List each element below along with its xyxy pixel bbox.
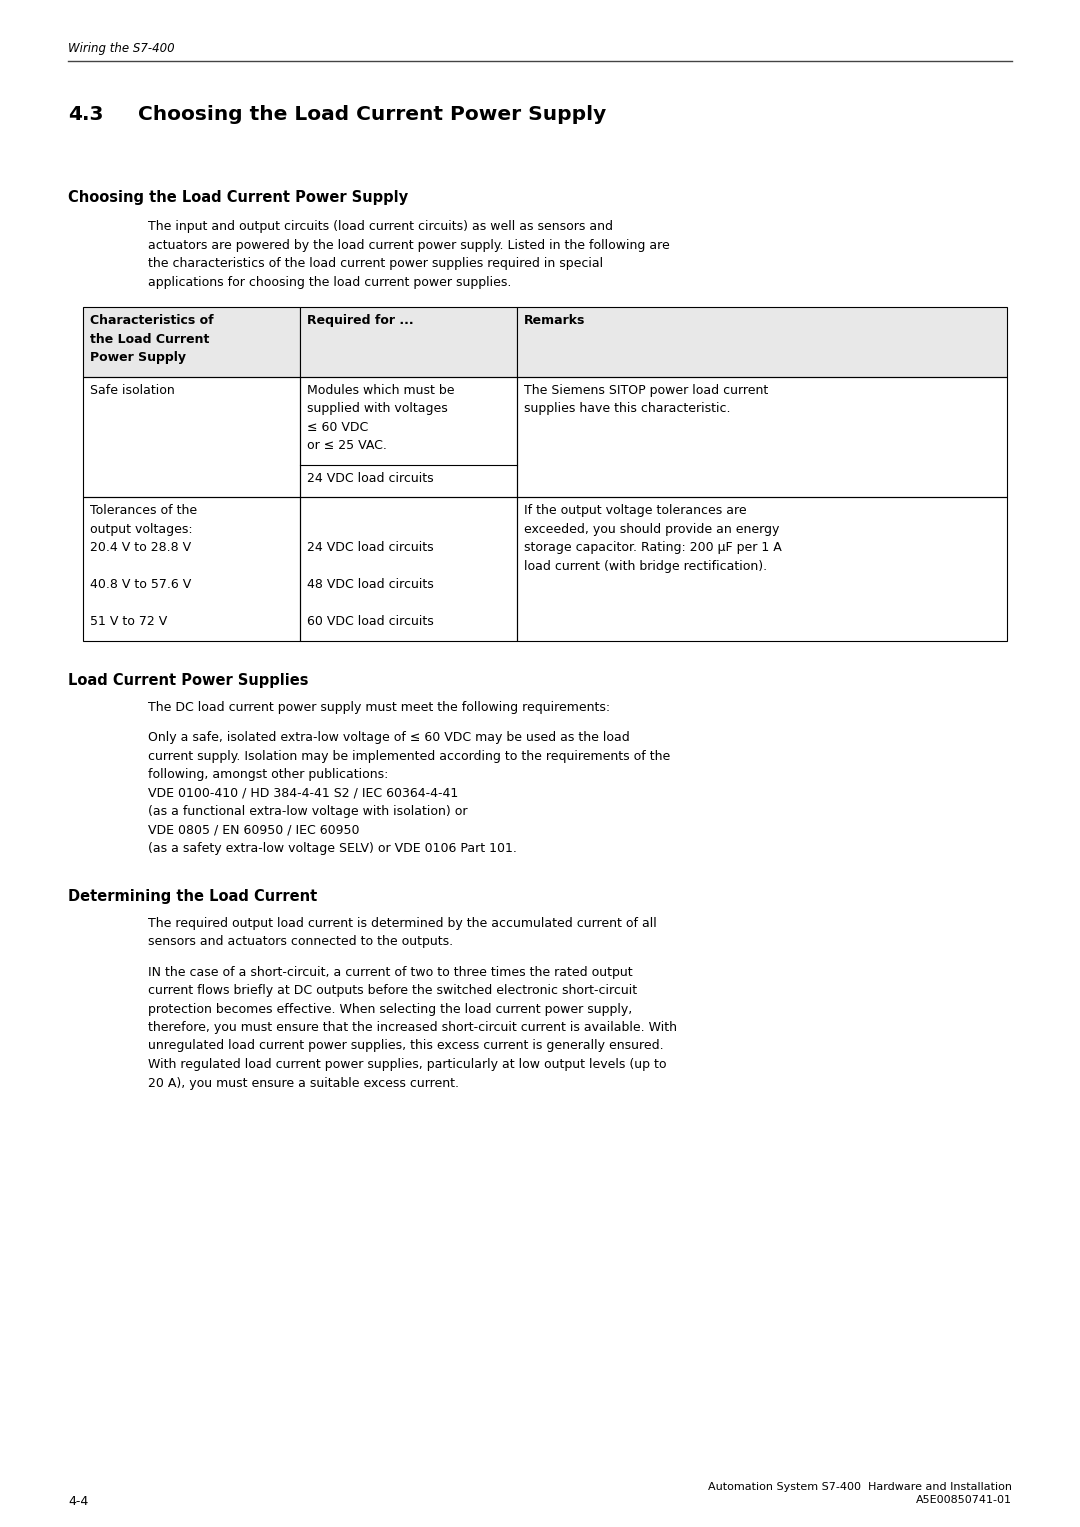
Text: Safe isolation: Safe isolation (90, 383, 175, 397)
Text: output voltages:: output voltages: (90, 522, 192, 536)
Bar (300, 496, 517, 640)
Text: VDE 0805 / EN 60950 / IEC 60950: VDE 0805 / EN 60950 / IEC 60950 (148, 823, 360, 837)
Text: With regulated load current power supplies, particularly at low output levels (u: With regulated load current power suppli… (148, 1058, 666, 1070)
Text: If the output voltage tolerances are: If the output voltage tolerances are (524, 504, 747, 518)
Text: The required output load current is determined by the accumulated current of all: The required output load current is dete… (148, 916, 657, 930)
Text: Automation System S7-400  Hardware and Installation: Automation System S7-400 Hardware and In… (708, 1483, 1012, 1492)
Text: (as a safety extra-low voltage SELV) or VDE 0106 Part 101.: (as a safety extra-low voltage SELV) or … (148, 841, 517, 855)
Text: 24 VDC load circuits: 24 VDC load circuits (307, 472, 434, 484)
Text: Load Current Power Supplies: Load Current Power Supplies (68, 672, 309, 687)
Text: Determining the Load Current: Determining the Load Current (68, 889, 318, 904)
Text: protection becomes effective. When selecting the load current power supply,: protection becomes effective. When selec… (148, 1003, 632, 1015)
Text: the characteristics of the load current power supplies required in special: the characteristics of the load current … (148, 257, 603, 270)
Text: sensors and actuators connected to the outputs.: sensors and actuators connected to the o… (148, 935, 454, 948)
Text: supplies have this characteristic.: supplies have this characteristic. (524, 402, 731, 415)
Text: VDE 0100-410 / HD 384-4-41 S2 / IEC 60364-4-41: VDE 0100-410 / HD 384-4-41 S2 / IEC 6036… (148, 786, 458, 800)
Text: following, amongst other publications:: following, amongst other publications: (148, 768, 389, 780)
Text: 60 VDC load circuits: 60 VDC load circuits (307, 615, 434, 628)
Text: Power Supply: Power Supply (90, 351, 186, 363)
Text: Modules which must be: Modules which must be (307, 383, 455, 397)
Text: applications for choosing the load current power supplies.: applications for choosing the load curre… (148, 275, 511, 289)
Bar (83, 307, 300, 377)
Text: 51 V to 72 V: 51 V to 72 V (90, 615, 167, 628)
Bar (517, 496, 1007, 640)
Text: exceeded, you should provide an energy: exceeded, you should provide an energy (524, 522, 780, 536)
Text: A5E00850741-01: A5E00850741-01 (916, 1495, 1012, 1506)
Text: Choosing the Load Current Power Supply: Choosing the Load Current Power Supply (68, 189, 408, 205)
Text: 24 VDC load circuits: 24 VDC load circuits (307, 541, 434, 554)
Text: or ≤ 25 VAC.: or ≤ 25 VAC. (307, 438, 387, 452)
Text: The Siemens SITOP power load current: The Siemens SITOP power load current (524, 383, 769, 397)
Text: storage capacitor. Rating: 200 μF per 1 A: storage capacitor. Rating: 200 μF per 1 … (524, 541, 782, 554)
Text: supplied with voltages: supplied with voltages (307, 402, 448, 415)
Text: Tolerances of the: Tolerances of the (90, 504, 198, 518)
Text: 48 VDC load circuits: 48 VDC load circuits (307, 579, 434, 591)
Text: 4.3: 4.3 (68, 105, 104, 124)
Text: Remarks: Remarks (524, 315, 585, 327)
Text: current supply. Isolation may be implemented according to the requirements of th: current supply. Isolation may be impleme… (148, 750, 671, 762)
Text: 20.4 V to 28.8 V: 20.4 V to 28.8 V (90, 541, 191, 554)
Text: actuators are powered by the load current power supply. Listed in the following : actuators are powered by the load curren… (148, 238, 670, 252)
Text: IN the case of a short-circuit, a current of two to three times the rated output: IN the case of a short-circuit, a curren… (148, 965, 633, 979)
Text: Choosing the Load Current Power Supply: Choosing the Load Current Power Supply (138, 105, 606, 124)
Text: The DC load current power supply must meet the following requirements:: The DC load current power supply must me… (148, 701, 610, 713)
Text: 20 A), you must ensure a suitable excess current.: 20 A), you must ensure a suitable excess… (148, 1077, 459, 1089)
Bar (517, 377, 1007, 496)
Text: 40.8 V to 57.6 V: 40.8 V to 57.6 V (90, 579, 191, 591)
Bar (300, 377, 517, 496)
Text: (as a functional extra-low voltage with isolation) or: (as a functional extra-low voltage with … (148, 805, 468, 818)
Text: current flows briefly at DC outputs before the switched electronic short-circuit: current flows briefly at DC outputs befo… (148, 983, 637, 997)
Text: unregulated load current power supplies, this excess current is generally ensure: unregulated load current power supplies,… (148, 1040, 663, 1052)
Text: Wiring the S7-400: Wiring the S7-400 (68, 43, 175, 55)
Text: The input and output circuits (load current circuits) as well as sensors and: The input and output circuits (load curr… (148, 220, 613, 234)
Bar (83, 496, 300, 640)
Bar (517, 307, 1007, 377)
Text: Required for ...: Required for ... (307, 315, 414, 327)
Text: ≤ 60 VDC: ≤ 60 VDC (307, 420, 368, 434)
Text: Characteristics of: Characteristics of (90, 315, 214, 327)
Text: the Load Current: the Load Current (90, 333, 210, 345)
Text: 4-4: 4-4 (68, 1495, 89, 1509)
Text: therefore, you must ensure that the increased short-circuit current is available: therefore, you must ensure that the incr… (148, 1022, 677, 1034)
Bar (300, 307, 517, 377)
Bar (83, 377, 300, 496)
Text: Only a safe, isolated extra-low voltage of ≤ 60 VDC may be used as the load: Only a safe, isolated extra-low voltage … (148, 731, 630, 744)
Text: load current (with bridge rectification).: load current (with bridge rectification)… (524, 559, 768, 573)
